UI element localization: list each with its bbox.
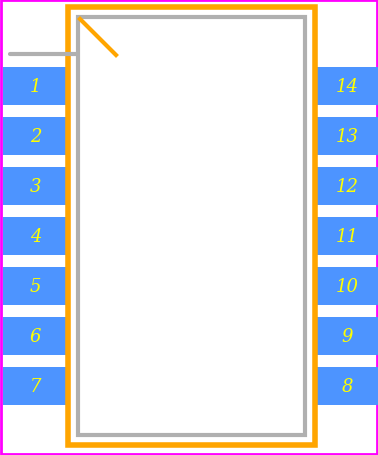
Bar: [3, 217, 68, 255]
Bar: [3, 68, 68, 106]
Bar: [78, 18, 305, 435]
Text: 7: 7: [30, 377, 41, 395]
Bar: [68, 8, 315, 445]
Bar: [3, 167, 68, 206]
Text: 1: 1: [30, 78, 41, 96]
Text: 9: 9: [342, 327, 353, 345]
Bar: [3, 367, 68, 405]
Text: 11: 11: [336, 228, 359, 245]
Bar: [315, 317, 378, 355]
Bar: [3, 118, 68, 156]
Bar: [315, 367, 378, 405]
Bar: [315, 118, 378, 156]
Text: 4: 4: [30, 228, 41, 245]
Text: 3: 3: [30, 177, 41, 196]
Text: 8: 8: [342, 377, 353, 395]
Text: 6: 6: [30, 327, 41, 345]
Bar: [315, 167, 378, 206]
Bar: [315, 217, 378, 255]
Bar: [3, 317, 68, 355]
Text: 2: 2: [30, 128, 41, 146]
Text: 5: 5: [30, 278, 41, 295]
Bar: [315, 268, 378, 305]
Text: 10: 10: [336, 278, 359, 295]
Text: 12: 12: [336, 177, 359, 196]
Text: 14: 14: [336, 78, 359, 96]
Text: 13: 13: [336, 128, 359, 146]
Bar: [3, 268, 68, 305]
Bar: [315, 68, 378, 106]
